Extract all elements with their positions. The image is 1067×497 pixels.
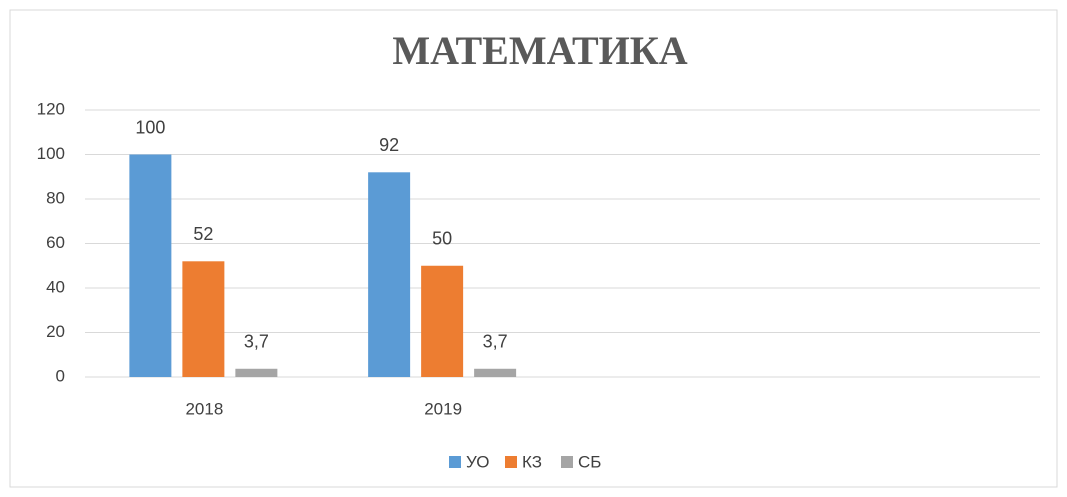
y-tick-label: 0 (56, 366, 65, 385)
legend-swatch (561, 456, 573, 468)
data-label: 3,7 (483, 332, 508, 352)
y-tick-label: 80 (46, 188, 65, 207)
y-tick-label: 120 (37, 99, 65, 118)
legend-label: КЗ (522, 452, 542, 471)
legend-label: УО (466, 452, 489, 471)
y-tick-label: 40 (46, 277, 65, 296)
y-tick-label: 100 (37, 144, 65, 163)
data-label: 50 (432, 229, 452, 249)
chart-title: МАТЕМАТИКА (392, 28, 687, 73)
bar (182, 261, 225, 377)
chart-border (9, 9, 1058, 488)
data-label: 100 (135, 117, 165, 137)
data-label: 92 (379, 135, 399, 155)
legend-label: СБ (578, 452, 601, 471)
bar (421, 265, 464, 377)
bar (235, 368, 278, 377)
bar (129, 154, 172, 377)
y-tick-label: 60 (46, 233, 65, 252)
legend-swatch (505, 456, 517, 468)
x-tick-label: 2019 (424, 399, 462, 418)
y-tick-label: 20 (46, 322, 65, 341)
bar (474, 368, 517, 377)
legend-swatch (449, 456, 461, 468)
data-label: 3,7 (244, 332, 269, 352)
bar (368, 172, 411, 377)
data-label: 52 (193, 224, 213, 244)
x-tick-label: 2018 (185, 399, 223, 418)
